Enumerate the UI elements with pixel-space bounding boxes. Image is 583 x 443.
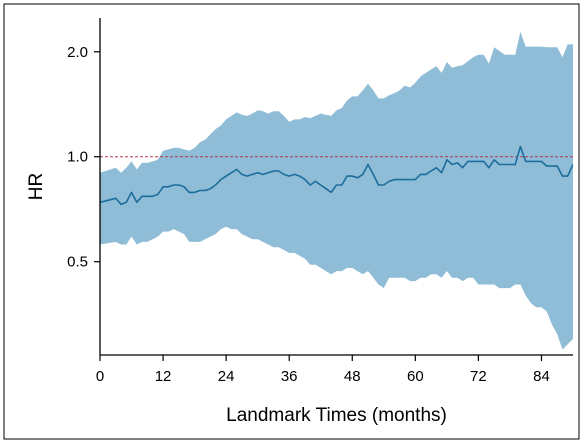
x-tick-label: 48 — [344, 368, 361, 385]
y-ticks: 0.5 1.0 2.0 — [67, 44, 100, 271]
x-axis-label: Landmark Times (months) — [226, 405, 447, 426]
y-axis-label: HR — [26, 173, 47, 200]
x-tick-label: 0 — [96, 368, 104, 385]
x-tick-label: 12 — [155, 368, 172, 385]
x-tick-label: 84 — [533, 368, 550, 385]
y-tick-label: 1.0 — [67, 149, 88, 166]
confidence-band — [100, 31, 573, 350]
hr-series-line — [100, 145, 573, 206]
plot-area — [100, 31, 573, 350]
x-ticks: 0 12 24 36 48 60 72 84 — [96, 355, 550, 385]
x-tick-label: 36 — [281, 368, 298, 385]
y-tick-label: 2.0 — [67, 44, 88, 61]
x-tick-label: 24 — [218, 368, 235, 385]
axes: 0 12 24 36 48 60 72 84 0.5 1.0 2.0 — [67, 18, 573, 385]
x-tick-label: 60 — [407, 368, 424, 385]
x-tick-label: 72 — [470, 368, 487, 385]
y-tick-label: 0.5 — [67, 254, 88, 271]
